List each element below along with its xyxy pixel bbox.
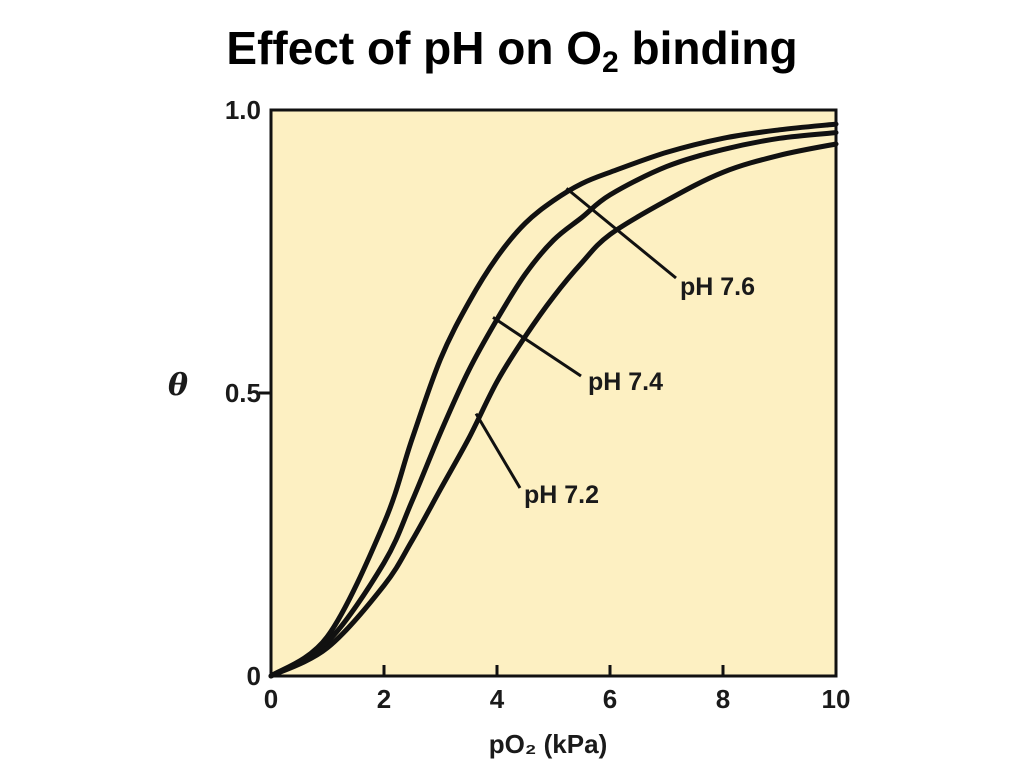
y-tick-label: 1.0 <box>225 95 261 125</box>
annotation-label: pH 7.6 <box>680 273 755 301</box>
x-tick-label: 4 <box>490 684 505 714</box>
annotation-label: pH 7.2 <box>524 481 599 509</box>
annotation-label: pH 7.4 <box>588 368 663 396</box>
title-subscript: 2 <box>602 46 619 79</box>
y-tick-label: 0.5 <box>225 378 261 408</box>
x-tick-label: 6 <box>603 684 617 714</box>
x-axis-title: pO₂ (kPa) <box>489 729 607 759</box>
plot-background <box>271 110 836 676</box>
y-ticks: 0 0.5 1.0 <box>225 95 271 691</box>
annotation-leader-line <box>565 187 677 280</box>
x-tick-label: 10 <box>822 684 851 714</box>
annotation-labels: pH 7.6 pH 7.4 pH 7.2 <box>524 273 755 509</box>
y-axis-title: θ <box>168 368 188 403</box>
y-tick-label: 0 <box>247 661 261 691</box>
curves <box>268 121 839 679</box>
series-line-72 <box>268 141 839 679</box>
title-main: Effect of pH on O <box>226 22 603 74</box>
x-tick-label: 8 <box>716 684 730 714</box>
x-tick-label: 2 <box>377 684 391 714</box>
x-tick-label: 0 <box>264 684 278 714</box>
title-suffix: binding <box>618 22 798 74</box>
slide-title: Effect of pH on O2 binding <box>0 18 1024 93</box>
series-line-76 <box>268 121 839 679</box>
annotation-leader-line <box>492 316 582 378</box>
series-line-74 <box>268 130 839 679</box>
x-ticks: 0 2 4 6 8 10 <box>264 665 851 714</box>
annotation-leaders <box>474 187 677 489</box>
annotation-leader-line <box>474 412 522 489</box>
